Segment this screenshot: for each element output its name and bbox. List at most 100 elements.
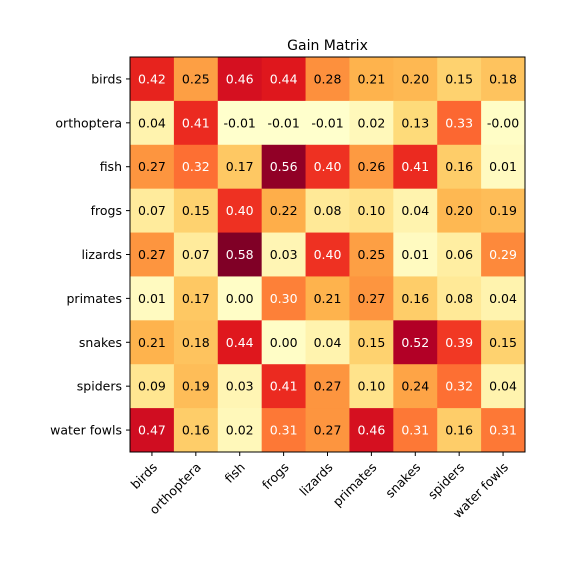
heatmap-cell-label: 0.31 (489, 423, 517, 438)
heatmap-cell (481, 57, 526, 102)
heatmap-cell (173, 364, 219, 409)
heatmap-cell (130, 276, 175, 321)
heatmap-cell-label: 0.40 (226, 203, 254, 218)
heatmap-cell-label: 0.29 (489, 247, 517, 262)
heatmap-cell (173, 188, 219, 234)
heatmap-cell (481, 144, 526, 190)
heatmap-cell (217, 144, 263, 190)
y-tick-label: primates (67, 291, 123, 306)
heatmap-cell (349, 57, 394, 102)
heatmap-cell-label: 0.20 (445, 203, 473, 218)
heatmap-cell (437, 57, 482, 102)
heatmap-cell-label: 0.02 (226, 423, 254, 438)
heatmap-cell (305, 320, 350, 365)
y-tick-label: lizards (81, 247, 122, 262)
heatmap-cell-label: 0.44 (270, 71, 298, 86)
heatmap-cell (393, 144, 438, 190)
heatmap-cell (437, 144, 482, 190)
heatmap-cell-label: 0.27 (138, 247, 166, 262)
heatmap-cell-label: 0.17 (182, 291, 210, 306)
heatmap-cell-label: 0.31 (401, 423, 429, 438)
heatmap-cell-label: 0.32 (445, 379, 473, 394)
x-tick-label: primates (330, 460, 380, 510)
chart-title: Gain Matrix (287, 38, 368, 54)
x-tick-label: snakes (382, 460, 423, 501)
heatmap-cell (481, 408, 526, 453)
heatmap-cell-label: 0.03 (226, 379, 254, 394)
heatmap-cell (305, 100, 350, 146)
heatmap-cell-label: 0.10 (357, 379, 385, 394)
heatmap-cell (481, 320, 526, 365)
heatmap-cell-label: 0.40 (314, 159, 342, 174)
heatmap-cell (261, 232, 307, 277)
y-tick-label: fish (100, 159, 122, 174)
heatmap-cell-label: 0.41 (270, 379, 298, 394)
heatmap-cell-label: 0.24 (401, 379, 429, 394)
heatmap-cell (173, 276, 219, 321)
heatmap-cell (349, 320, 394, 365)
heatmap-cell (305, 57, 350, 102)
heatmap-cell-label: 0.47 (138, 423, 166, 438)
heatmap-cell (261, 57, 307, 102)
heatmap-cell-label: 0.25 (182, 71, 210, 86)
heatmap-cell-label: 0.46 (226, 71, 254, 86)
heatmap-cell (437, 100, 482, 146)
heatmap-cell-label: 0.00 (226, 291, 254, 306)
heatmap-cell (349, 232, 394, 277)
heatmap-cell-label: 0.04 (138, 115, 166, 130)
x-tick-label: lizards (296, 460, 335, 499)
heatmap-cell (261, 144, 307, 190)
heatmap-cell (130, 232, 175, 277)
heatmap-cells (130, 57, 526, 453)
heatmap-cell (437, 408, 482, 453)
heatmap-cell-label: 0.32 (182, 159, 210, 174)
heatmap-cell-label: 0.44 (226, 335, 254, 350)
heatmap-cell-label: 0.56 (270, 159, 298, 174)
heatmap-cell-label: 0.15 (489, 335, 517, 350)
heatmap-cell (261, 100, 307, 146)
heatmap-cell-label: 0.18 (489, 71, 517, 86)
heatmap-cell-label: 0.30 (270, 291, 298, 306)
heatmap-cell-label: 0.06 (445, 247, 473, 262)
heatmap-cell (349, 364, 394, 409)
heatmap-cell-label: 0.31 (270, 423, 298, 438)
x-tick-label: spiders (425, 460, 468, 503)
x-tick-label: fish (221, 460, 247, 486)
y-axis: birds orthoptera fish frogs lizards primates s… (50, 71, 130, 438)
heatmap-cell (173, 57, 219, 102)
heatmap-cell (349, 408, 394, 453)
heatmap-cell-label: 0.15 (182, 203, 210, 218)
heatmap-cell (130, 144, 175, 190)
heatmap-cell-label: 0.16 (401, 291, 429, 306)
heatmap-cell (130, 100, 175, 146)
heatmap-cell-label: 0.58 (226, 247, 254, 262)
heatmap-cell-label: 0.13 (401, 115, 429, 130)
heatmap-cell (393, 320, 438, 365)
heatmap-cell-labels: 0.42 0.25 0.46 0.44 0.28 0.21 0.20 0.15 0.18 0.04… (138, 71, 519, 437)
heatmap-cell (481, 232, 526, 277)
heatmap-cell-label: 0.15 (357, 335, 385, 350)
heatmap-cell (349, 144, 394, 190)
heatmap-cell (437, 232, 482, 277)
heatmap-cell-label: 0.16 (182, 423, 210, 438)
heatmap-cell-label: 0.09 (138, 379, 166, 394)
heatmap-cell (261, 408, 307, 453)
heatmap-cell (305, 144, 350, 190)
heatmap-cell-label: 0.41 (401, 159, 429, 174)
heatmap-cell (305, 188, 350, 234)
heatmap-cell (173, 408, 219, 453)
heatmap-cell-label: 0.01 (489, 159, 517, 174)
heatmap-cell (393, 57, 438, 102)
heatmap-cell-label: 0.07 (182, 247, 210, 262)
y-tick-label: orthoptera (55, 115, 122, 130)
heatmap-cell (349, 188, 394, 234)
heatmap-cell (173, 320, 219, 365)
heatmap-cell-label: 0.16 (445, 423, 473, 438)
heatmap-cell (393, 232, 438, 277)
heatmap-cell (130, 364, 175, 409)
heatmap-cell (217, 276, 263, 321)
axes-frame (129, 56, 526, 453)
heatmap-cell (217, 57, 263, 102)
heatmap-cell (481, 100, 526, 146)
